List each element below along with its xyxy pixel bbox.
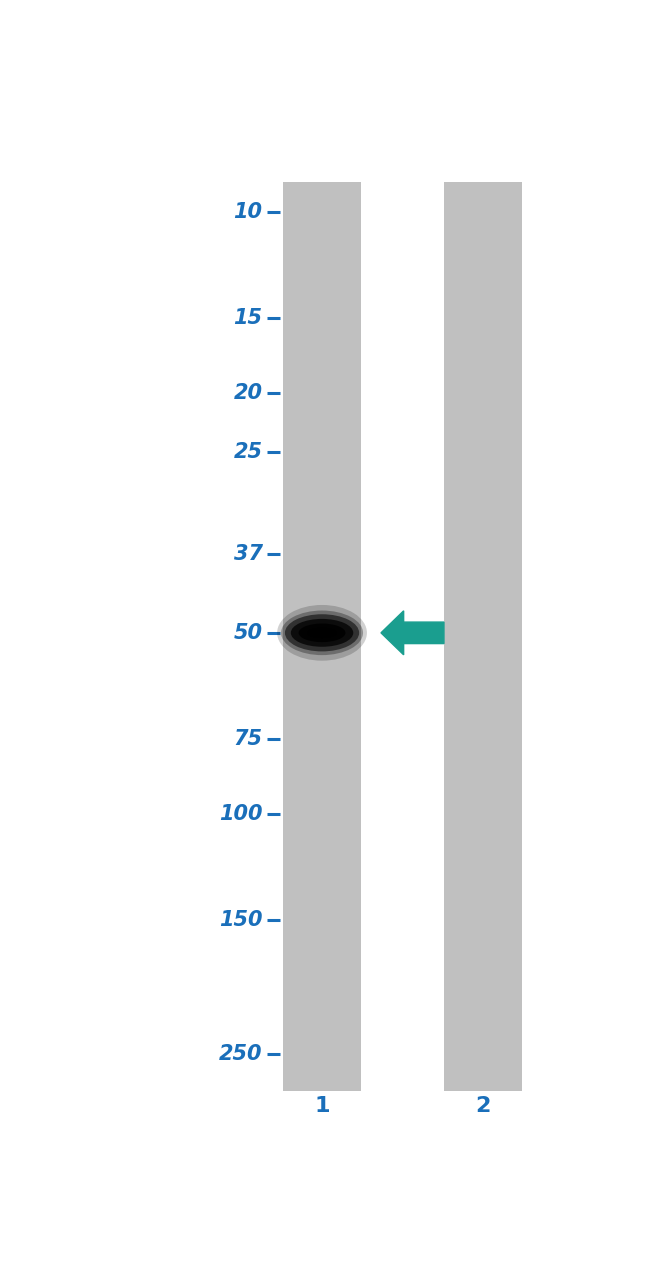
Text: 10: 10 xyxy=(233,202,263,222)
Bar xyxy=(283,182,361,1091)
Text: 20: 20 xyxy=(233,384,263,403)
Text: 1: 1 xyxy=(315,1096,330,1116)
Ellipse shape xyxy=(298,624,345,643)
Text: 150: 150 xyxy=(219,911,263,930)
Text: 25: 25 xyxy=(233,442,263,461)
Ellipse shape xyxy=(285,615,359,652)
Bar xyxy=(444,182,522,1091)
Ellipse shape xyxy=(281,611,363,655)
Text: 2: 2 xyxy=(476,1096,491,1116)
Text: 50: 50 xyxy=(233,622,263,643)
Text: 15: 15 xyxy=(233,307,263,328)
FancyArrow shape xyxy=(381,611,444,655)
Text: 250: 250 xyxy=(219,1044,263,1064)
Ellipse shape xyxy=(307,627,337,638)
Text: 75: 75 xyxy=(233,729,263,749)
Ellipse shape xyxy=(291,618,354,646)
Text: 37: 37 xyxy=(233,544,263,564)
Ellipse shape xyxy=(277,605,367,660)
Text: 100: 100 xyxy=(219,804,263,824)
